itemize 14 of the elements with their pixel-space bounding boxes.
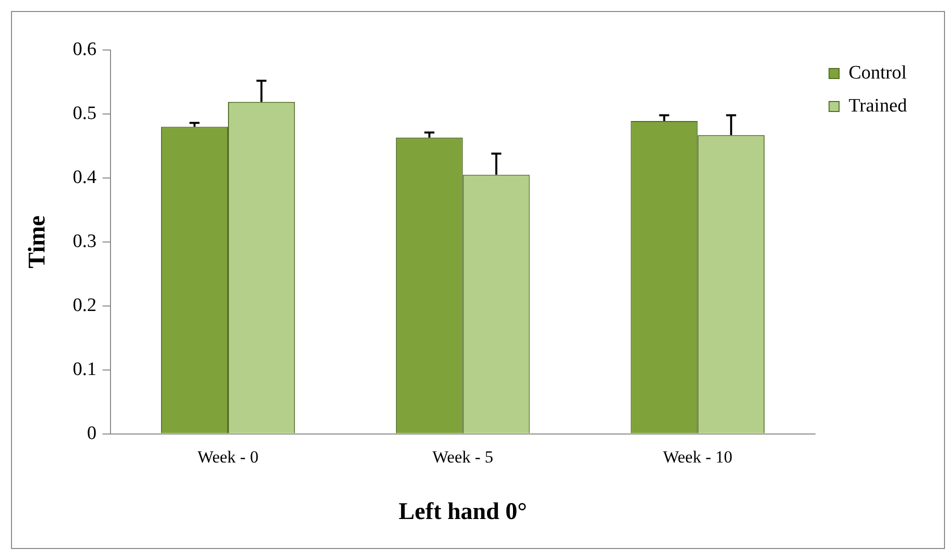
legend-label: Trained [848,95,908,116]
y-tick-label: 0.3 [72,230,97,252]
legend-label: Control [848,62,907,84]
y-tick-label: 0.4 [72,166,98,188]
y-tick-label: 0.5 [72,102,97,124]
y-tick-label: 0.1 [72,358,97,380]
y-tick-label: 0.6 [72,38,97,60]
y-axis-title: Time [24,215,51,268]
x-tick-label: Week - 10 [662,447,732,466]
y-tick-label: 0 [87,422,97,444]
x-tick-label: Week - 0 [198,447,258,466]
x-tick-label: Week - 5 [432,447,494,466]
y-tick-label: 0.2 [72,294,97,316]
x-axis-title: Left hand 0° [398,498,527,525]
